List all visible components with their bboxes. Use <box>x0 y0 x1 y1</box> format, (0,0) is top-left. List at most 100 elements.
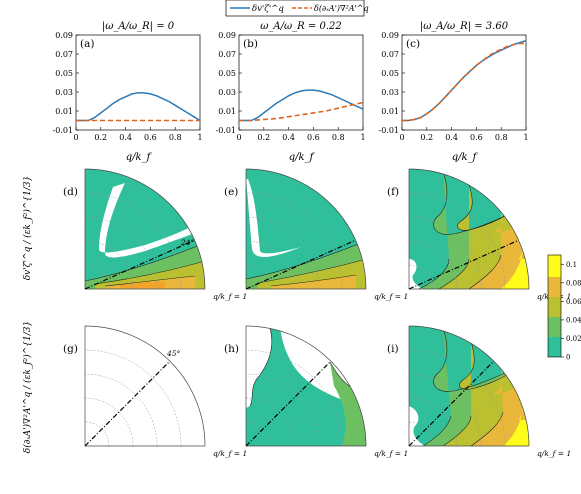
panel-h-edge-label: q/k_f = 1 <box>374 449 408 458</box>
panel-g-edge-label: q/k_f = 1 <box>213 449 247 458</box>
panel-e-ring-0 <box>245 264 271 290</box>
colorbar-ticks: 0 0.02 0.04 0.06 0.08 0.1 <box>561 261 581 362</box>
panel-b-xtick-label-0: 0 <box>236 133 241 142</box>
panel-e-rings <box>245 168 367 290</box>
panel-a-xtick-label-1: 0.2 <box>94 133 107 142</box>
panel-c-series-blue <box>402 39 526 122</box>
panel-h-ring-3 <box>245 349 343 447</box>
panel-b-ytick-label-0: -0.01 <box>215 126 236 135</box>
panel-b-ytick-label-5: 0.09 <box>218 31 236 40</box>
panel-h-ring-1 <box>245 397 295 447</box>
colorbar-tick-label-4: 0.08 <box>566 279 581 287</box>
colorbar-bin-3 <box>548 297 561 317</box>
panel-d-edge-label: q/k_f = 1 <box>213 292 247 301</box>
panel-b-xtick-label-2: 0.4 <box>282 133 295 142</box>
panel-a-xlabel: q/k_f <box>126 152 153 163</box>
panel-b-title: ω_A/ω_R = 0.22 <box>260 21 341 32</box>
panel-g-ring-1 <box>84 397 134 447</box>
panel-a-xtick-label-3: 0.6 <box>144 133 157 142</box>
panel-c-xtick-label-0: 0 <box>399 133 404 142</box>
panel-e: (e) q/k_f = 1 <box>224 168 408 301</box>
panel-d-ring-3 <box>84 192 182 290</box>
panel-c-ytick-label-5: 0.09 <box>381 31 399 40</box>
panel-c-series-orange <box>402 42 526 122</box>
panel-c-label: (c) <box>406 38 420 50</box>
panel-f-ring-3 <box>408 192 506 290</box>
panel-a-ytick-label-4: 0.07 <box>55 50 73 59</box>
panel-g-ring-0 <box>84 421 110 447</box>
panel-a-label: (a) <box>80 38 94 50</box>
panel-c-ytick-label-1: 0.01 <box>381 107 399 116</box>
panel-c-xtick-label-2: 0.4 <box>445 133 458 142</box>
panel-a-xtick-label-5: 1 <box>197 133 202 142</box>
panel-g-angle: 45° <box>166 349 181 358</box>
panel-i-edge-label: q/k_f = 1 <box>537 449 571 458</box>
panel-c: |ω_A/ω_R| = 3.60 -0.01 0.01 0.03 0.05 0.07 0.… <box>378 21 528 163</box>
panel-b-xlabel: q/k_f <box>289 152 316 163</box>
panel-i-outer-ring <box>408 325 530 447</box>
panel-i-label: (i) <box>387 343 399 355</box>
panel-g: (g) 45° q/k_f = 1 <box>63 325 247 458</box>
panel-a-ytick-label-1: 0.01 <box>55 107 73 116</box>
panel-d-label: (d) <box>63 186 78 198</box>
panel-b-ytick-label-4: 0.07 <box>218 50 236 59</box>
panel-b-xtick-label-3: 0.6 <box>307 133 320 142</box>
panel-h-rings <box>245 325 367 447</box>
colorbar-bin-1 <box>548 337 561 357</box>
panel-f-outer-ring <box>408 168 530 290</box>
colorbar-bin-4 <box>548 277 561 297</box>
panel-d-ring-1 <box>84 240 134 290</box>
panel-d-outer-ring <box>84 168 206 290</box>
colorbar: 0 0.02 0.04 0.06 0.08 0.1 <box>547 254 581 362</box>
panel-f: (f) q/k_f = 1 <box>387 168 571 301</box>
panel-c-xlabel: q/k_f <box>452 152 479 163</box>
panel-c-xticks: 0 0.2 0.4 0.6 0.8 1 <box>399 127 529 142</box>
panel-g-outer-ring <box>84 325 206 447</box>
panel-g-label: (g) <box>63 343 78 355</box>
panel-b-ytick-label-1: 0.01 <box>218 107 236 116</box>
panel-b-ytick-label-3: 0.05 <box>218 69 236 78</box>
panel-b-series-blue <box>239 89 363 122</box>
panel-b-xtick-label-4: 0.8 <box>332 133 345 142</box>
panel-a-xticks: 0 0.2 0.4 0.6 0.8 1 <box>73 127 203 142</box>
panel-d-ring-2 <box>84 216 158 290</box>
legend-label-2: δ(∂ₓA')∇²A'^q <box>314 4 369 13</box>
panel-c-ytick-label-0: -0.01 <box>378 126 399 135</box>
panel-a-xtick-label-2: 0.4 <box>119 133 132 142</box>
row2-ylabel: δv'ζ'^q / (εk_f²)^{1/3} <box>22 176 33 281</box>
colorbar-tick-label-1: 0.02 <box>566 335 581 343</box>
row3-ylabel: δ(∂ₓA')∇²A'^q / (εk_f²)^{1/3} <box>22 321 33 453</box>
panel-c-xtick-label-1: 0.2 <box>420 133 433 142</box>
panel-f-rings <box>408 168 530 290</box>
panel-c-xtick-label-4: 0.8 <box>495 133 508 142</box>
panel-g-rings <box>84 325 206 447</box>
legend-label-1: δv'ζ'^q <box>252 4 284 14</box>
panel-a-ytick-label-0: -0.01 <box>52 126 73 135</box>
panel-b-yticks: -0.01 0.01 0.03 0.05 0.07 0.09 <box>215 31 242 135</box>
panel-c-ytick-label-4: 0.07 <box>381 50 399 59</box>
panel-i-rings <box>408 325 530 447</box>
panel-f-label: (f) <box>387 186 399 198</box>
panel-b-ytick-label-2: 0.03 <box>218 88 236 97</box>
panel-i: (i) q/k_f = 1 <box>387 325 571 458</box>
panel-a-ytick-label-2: 0.03 <box>55 88 73 97</box>
panel-b-series-orange <box>239 101 363 122</box>
panel-c-title: |ω_A/ω_R| = 3.60 <box>420 21 509 32</box>
colorbar-tick-label-5: 0.1 <box>566 261 577 269</box>
panel-h-outer-ring <box>245 325 367 447</box>
panel-b-xtick-label-5: 1 <box>360 133 365 142</box>
colorbar-bin-5 <box>548 255 561 277</box>
panel-d: (d) 24° q/k_f = 1 <box>63 168 247 301</box>
panel-a-series-blue <box>76 92 200 122</box>
panel-d-ring-0 <box>84 264 110 290</box>
panel-c-yticks: -0.01 0.01 0.03 0.05 0.07 0.09 <box>378 31 405 135</box>
panel-f-ring-1 <box>408 240 458 290</box>
panel-f-ring-0 <box>408 264 434 290</box>
panel-h: (h) q/k_f = 1 <box>224 325 408 458</box>
panel-c-xtick-label-5: 1 <box>523 133 528 142</box>
panel-e-edge-label: q/k_f = 1 <box>374 292 408 301</box>
panel-b-xtick-label-1: 0.2 <box>257 133 270 142</box>
panel-e-ring-3 <box>245 192 343 290</box>
panel-a-ytick-label-5: 0.09 <box>55 31 73 40</box>
